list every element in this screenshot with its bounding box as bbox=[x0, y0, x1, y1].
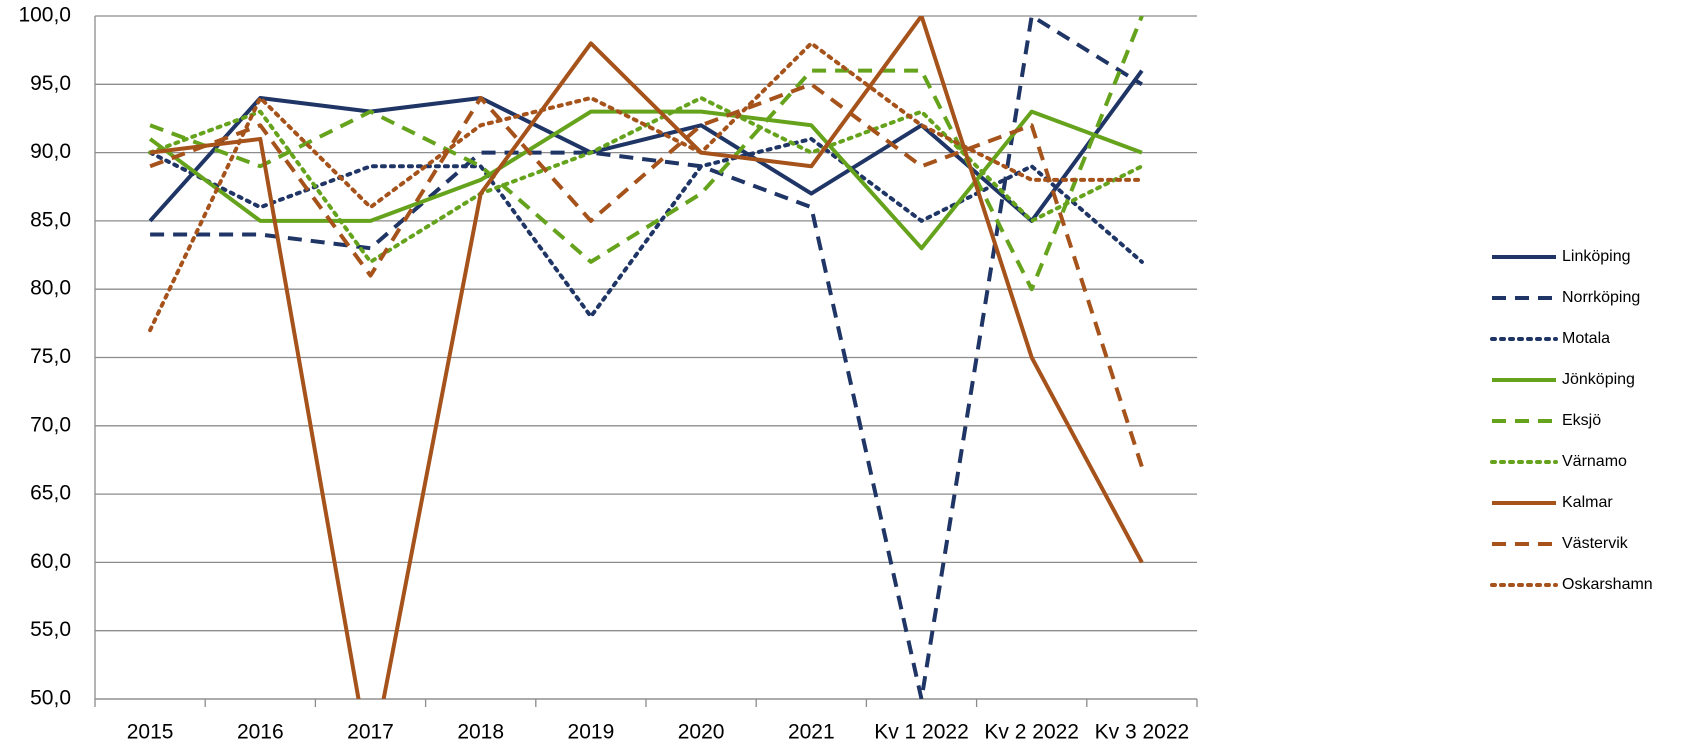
legend-label: Kalmar bbox=[1562, 494, 1613, 511]
y-tick-label: 80,0 bbox=[30, 277, 71, 300]
y-tick-label: 70,0 bbox=[30, 413, 71, 436]
legend-label: Oskarshamn bbox=[1562, 576, 1653, 593]
series-line bbox=[150, 16, 1143, 699]
x-tick-label: 2021 bbox=[788, 721, 835, 744]
y-tick-label: 90,0 bbox=[30, 140, 71, 163]
y-tick-label: 65,0 bbox=[30, 482, 71, 505]
legend-label: Eksjö bbox=[1562, 412, 1601, 429]
x-tick-label: 2020 bbox=[678, 721, 725, 744]
x-tick-label: 2017 bbox=[347, 721, 394, 744]
y-tick-label: 100,0 bbox=[18, 4, 71, 27]
x-tick-label: 2018 bbox=[457, 721, 504, 744]
legend-label: Värnamo bbox=[1562, 453, 1627, 470]
legend-label: Motala bbox=[1562, 330, 1610, 347]
series-line bbox=[148, 69, 1144, 223]
x-tick-label: 2015 bbox=[127, 721, 174, 744]
y-tick-label: 50,0 bbox=[30, 687, 71, 710]
plot-lines bbox=[148, 16, 1144, 699]
x-tick-label: 2019 bbox=[568, 721, 615, 744]
series-line bbox=[149, 16, 1144, 699]
y-tick-label: 75,0 bbox=[30, 345, 71, 368]
x-tick-label: Kv 2 2022 bbox=[984, 721, 1079, 744]
legend-label: Linköping bbox=[1562, 248, 1631, 265]
y-tick-label: 55,0 bbox=[30, 618, 71, 641]
x-tick-label: 2016 bbox=[237, 721, 284, 744]
series-line bbox=[149, 16, 1144, 292]
legend-label: Jönköping bbox=[1562, 371, 1635, 388]
x-tick-label: Kv 3 2022 bbox=[1095, 721, 1190, 744]
y-tick-label: 60,0 bbox=[30, 550, 71, 573]
series-line bbox=[149, 82, 1144, 468]
y-tick-label: 95,0 bbox=[30, 72, 71, 95]
y-tick-label: 85,0 bbox=[30, 208, 71, 231]
legend-label: Västervik bbox=[1562, 535, 1629, 552]
x-tick-label: Kv 1 2022 bbox=[874, 721, 969, 744]
legend-label: Norrköping bbox=[1562, 289, 1640, 306]
series-line bbox=[148, 41, 1144, 333]
